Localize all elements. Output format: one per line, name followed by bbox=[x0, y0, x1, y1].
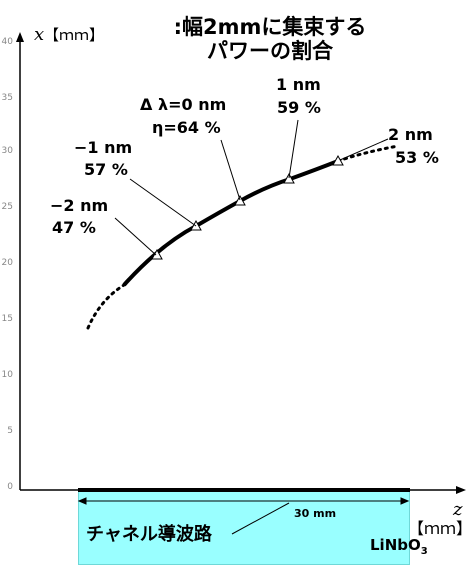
material-subscript: 3 bbox=[421, 546, 428, 557]
title-line-2: パワーの割合 bbox=[140, 39, 400, 63]
y-axis-symbol: x bbox=[34, 24, 44, 45]
annotation-plus2-wavelength: 2 nm bbox=[388, 125, 433, 144]
y-tick-10: 10 bbox=[2, 370, 14, 380]
material-label: LiNbO3 bbox=[370, 536, 428, 557]
waveguide-label: チャネル導波路 bbox=[86, 520, 212, 546]
y-tick-15: 15 bbox=[2, 314, 13, 324]
curve-dotted-start bbox=[88, 285, 124, 328]
y-tick-0: 0 bbox=[7, 482, 13, 492]
y-tick-labels: 0 5 10 15 20 25 30 35 40 bbox=[2, 37, 14, 492]
annotation-minus1-ratio: 57 % bbox=[84, 160, 128, 179]
y-axis bbox=[16, 32, 24, 490]
curve-solid bbox=[124, 161, 338, 285]
annotation-zero-wavelength: Δ λ=0 nm bbox=[140, 95, 226, 114]
y-tick-20: 20 bbox=[2, 258, 14, 268]
annotation-minus2-wavelength: −2 nm bbox=[50, 196, 108, 215]
leader-lines bbox=[115, 120, 388, 255]
y-tick-30: 30 bbox=[2, 146, 14, 156]
y-tick-5: 5 bbox=[7, 426, 13, 436]
title-line-1: :幅2mmに集束する bbox=[140, 15, 400, 39]
x-axis-unit: 【ｍｍ】 bbox=[408, 515, 472, 539]
y-axis-unit: 【ｍｍ】 bbox=[44, 26, 104, 44]
annotation-zero-efficiency: η=64 % bbox=[152, 118, 221, 137]
annotation-plus1-ratio: 59 % bbox=[277, 98, 321, 117]
annotation-minus2-ratio: 47 % bbox=[52, 218, 96, 237]
y-tick-40: 40 bbox=[2, 37, 14, 47]
annotation-plus1-wavelength: 1 nm bbox=[276, 75, 321, 94]
annotation-minus1-wavelength: −1 nm bbox=[74, 138, 132, 157]
y-tick-35: 35 bbox=[2, 93, 13, 103]
annotation-plus2-ratio: 53 % bbox=[395, 148, 439, 167]
y-tick-25: 25 bbox=[2, 202, 13, 212]
